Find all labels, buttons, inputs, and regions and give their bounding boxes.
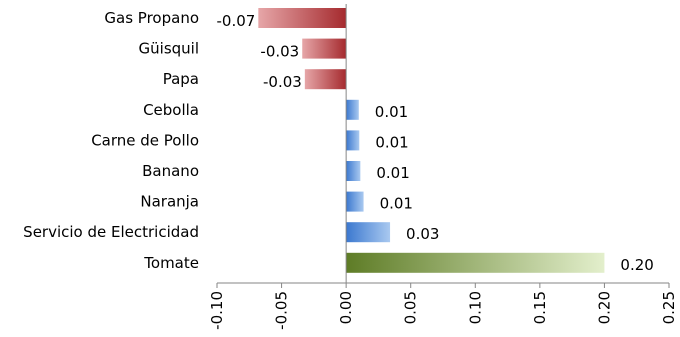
x-tick-label: 0.10 (466, 291, 484, 324)
category-label: Güisquil (139, 40, 199, 58)
category-label: Papa (163, 70, 199, 88)
value-label: 0.20 (620, 256, 653, 274)
x-tick-label: 0.25 (660, 291, 678, 324)
category-label: Carne de Pollo (91, 131, 199, 149)
bar-servicio-de-electricidad (346, 222, 391, 243)
bar-papa (304, 69, 347, 90)
x-tick-label: -0.05 (273, 291, 291, 330)
x-axis: -0.10 -0.05 0.00 0.05 0.10 0.15 0.20 0.25 (208, 4, 678, 330)
bar-naranja (346, 191, 364, 212)
value-label: 0.03 (406, 225, 439, 243)
bar-gas-propano (258, 8, 347, 28)
value-label: 0.01 (380, 195, 413, 213)
value-label: 0.01 (375, 103, 408, 121)
value-label: 0.01 (375, 133, 408, 151)
value-label: -0.03 (263, 73, 302, 91)
bar-carne-de-pollo (346, 130, 360, 151)
bar-tomate (346, 252, 605, 273)
bar-güisquil (302, 38, 347, 59)
category-label: Servicio de Electricidad (23, 223, 199, 241)
x-tick-label: 0.00 (337, 291, 355, 324)
x-tick-label: 0.20 (595, 291, 613, 324)
value-label: -0.07 (217, 12, 256, 30)
category-label: Tomate (143, 254, 199, 272)
x-tick-label: 0.05 (402, 291, 420, 324)
value-label: 0.01 (376, 164, 409, 182)
bars-group (258, 8, 605, 273)
category-label: Gas Propano (104, 9, 199, 27)
labels-group: Gas Propano -0.07 Güisquil -0.03 Papa -0.03 Ce… (23, 9, 654, 274)
x-tick-label: 0.15 (531, 291, 549, 324)
bar-banano (346, 161, 361, 181)
category-label: Naranja (140, 193, 199, 211)
bar-cebolla (346, 99, 359, 120)
category-label: Cebolla (143, 101, 199, 119)
category-label: Banano (142, 162, 199, 180)
value-label: -0.03 (260, 43, 299, 61)
x-tick-label: -0.10 (208, 291, 226, 330)
